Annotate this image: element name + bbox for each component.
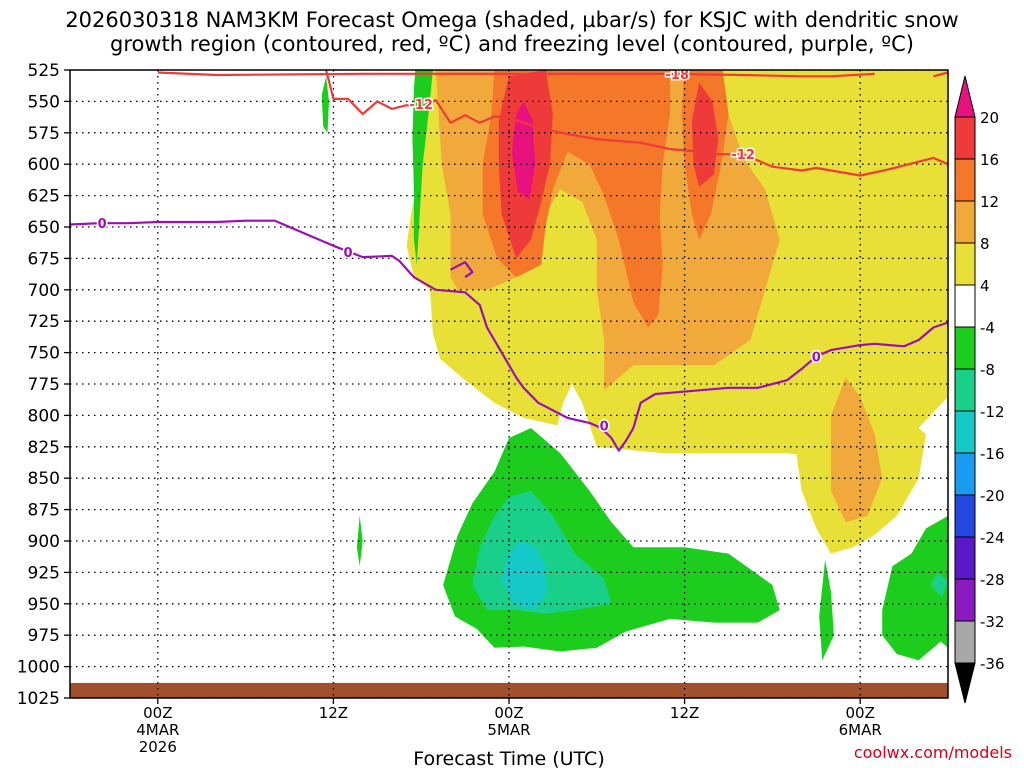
- omega-region-16: [501, 541, 547, 611]
- colorbar-label-0: 20: [980, 109, 999, 127]
- colorbar-bin-7: [954, 410, 976, 454]
- colorbar-bin-11: [954, 578, 976, 622]
- ytick-label-525: 525: [28, 61, 60, 81]
- ytick-label-950: 950: [28, 595, 60, 615]
- xtick-label-6-1: 4MAR: [136, 721, 179, 739]
- ytick-label-550: 550: [28, 92, 60, 112]
- chart-title-line-2: growth region (contoured, red, ºC) and f…: [110, 32, 914, 56]
- colorbar-bin-3: [954, 242, 976, 286]
- contour-0-4: [449, 261, 474, 279]
- contour-label-1: -12: [731, 148, 755, 163]
- credit-text: coolwx.com/models: [853, 743, 1012, 762]
- contour-label-2: -18: [666, 68, 690, 83]
- xtick-label-42-0: 12Z: [670, 704, 699, 722]
- xtick-label-54-1: 6MAR: [839, 721, 882, 739]
- colorbar-label-10: -24: [980, 529, 1005, 547]
- contour-label-3: 0: [98, 217, 107, 232]
- ytick-label-875: 875: [28, 501, 60, 521]
- contour-label-4: 0: [344, 246, 353, 261]
- ytick-label-750: 750: [28, 344, 60, 364]
- omega-region-10: [882, 515, 948, 661]
- colorbar-label-4: 4: [980, 277, 990, 295]
- xtick-label-30-1: 5MAR: [487, 721, 530, 739]
- ytick-label-925: 925: [28, 563, 60, 583]
- omega-region-17: [930, 572, 948, 598]
- ytick-label-1000: 1000: [17, 658, 60, 678]
- ytick-label-975: 975: [28, 626, 60, 646]
- ytick-label-725: 725: [28, 312, 60, 332]
- colorbar-top-arrow: [954, 75, 976, 118]
- xtick-label-6-2: 2026: [139, 738, 177, 756]
- omega-region-14: [356, 515, 363, 567]
- colorbar-label-12: -32: [980, 613, 1005, 631]
- omega-region-7: [691, 82, 719, 187]
- contour-label-5: 0: [600, 419, 609, 434]
- contour--12-2: [325, 70, 948, 177]
- colorbar-bin-9: [954, 494, 976, 538]
- colorbar-label-3: 8: [980, 235, 990, 253]
- gridlines: [70, 70, 948, 698]
- colorbar-label-7: -12: [980, 403, 1005, 421]
- colorbar-bin-4: [954, 284, 976, 328]
- axes-layer: 525 550 575 600 625 650 675 700 725 750 775 800 825 8…: [17, 61, 882, 768]
- ytick-label-850: 850: [28, 469, 60, 489]
- ytick-label-625: 625: [28, 187, 60, 207]
- colorbar-label-8: -16: [980, 445, 1005, 463]
- surface-ground-layer: [70, 682, 948, 698]
- omega-region-11: [819, 559, 834, 661]
- contour-0-3: [70, 219, 948, 452]
- colorbar-bin-8: [954, 452, 976, 496]
- colorbar-label-9: -20: [980, 487, 1005, 505]
- colorbar-bin-0: [954, 116, 976, 160]
- ytick-label-775: 775: [28, 375, 60, 395]
- colorbar-bin-2: [954, 200, 976, 244]
- colorbar-label-6: -8: [980, 361, 995, 379]
- omega-region-3: [830, 377, 883, 523]
- ytick-label-700: 700: [28, 281, 60, 301]
- ytick-label-1025: 1025: [17, 689, 60, 709]
- contour-layer: -12 -12 -18 0 0 0 0: [70, 68, 948, 452]
- colorbar-label-1: 16: [980, 151, 999, 169]
- contour-label-0: -12: [409, 98, 433, 113]
- colorbar-bin-5: [954, 326, 976, 370]
- contour-label-6: 0: [812, 350, 821, 365]
- ytick-label-800: 800: [28, 406, 60, 426]
- contour--18-0: [157, 71, 875, 78]
- ytick-label-600: 600: [28, 155, 60, 175]
- x-axis-label: Forecast Time (UTC): [413, 748, 604, 768]
- xtick-label-18-0: 12Z: [319, 704, 348, 722]
- chart-title-line-1: 2026030318 NAM3KM Forecast Omega (shaded…: [65, 8, 959, 32]
- ytick-label-650: 650: [28, 218, 60, 238]
- xtick-label-6-0: 00Z: [143, 704, 172, 722]
- omega-region-12: [321, 76, 329, 133]
- ytick-label-575: 575: [28, 124, 60, 144]
- colorbar-label-5: -4: [980, 319, 995, 337]
- colorbar-label-13: -36: [980, 655, 1005, 673]
- contour--18-1: [933, 71, 948, 78]
- ytick-label-900: 900: [28, 532, 60, 552]
- colorbar-label-11: -28: [980, 571, 1005, 589]
- colorbar-bottom-arrow: [954, 662, 976, 704]
- xtick-label-54-0: 00Z: [846, 704, 875, 722]
- ytick-label-825: 825: [28, 438, 60, 458]
- colorbar-bin-1: [954, 158, 976, 202]
- colorbar: 20 16 12 8 4 -4 -8 -12 -16 -20 -24 -28 -32 -36: [954, 75, 1005, 704]
- ytick-label-675: 675: [28, 249, 60, 269]
- xtick-label-30-0: 00Z: [494, 704, 523, 722]
- colorbar-bin-10: [954, 536, 976, 580]
- colorbar-bin-12: [954, 620, 976, 664]
- colorbar-bin-6: [954, 368, 976, 412]
- omega-region-13: [412, 70, 433, 265]
- colorbar-label-2: 12: [980, 193, 999, 211]
